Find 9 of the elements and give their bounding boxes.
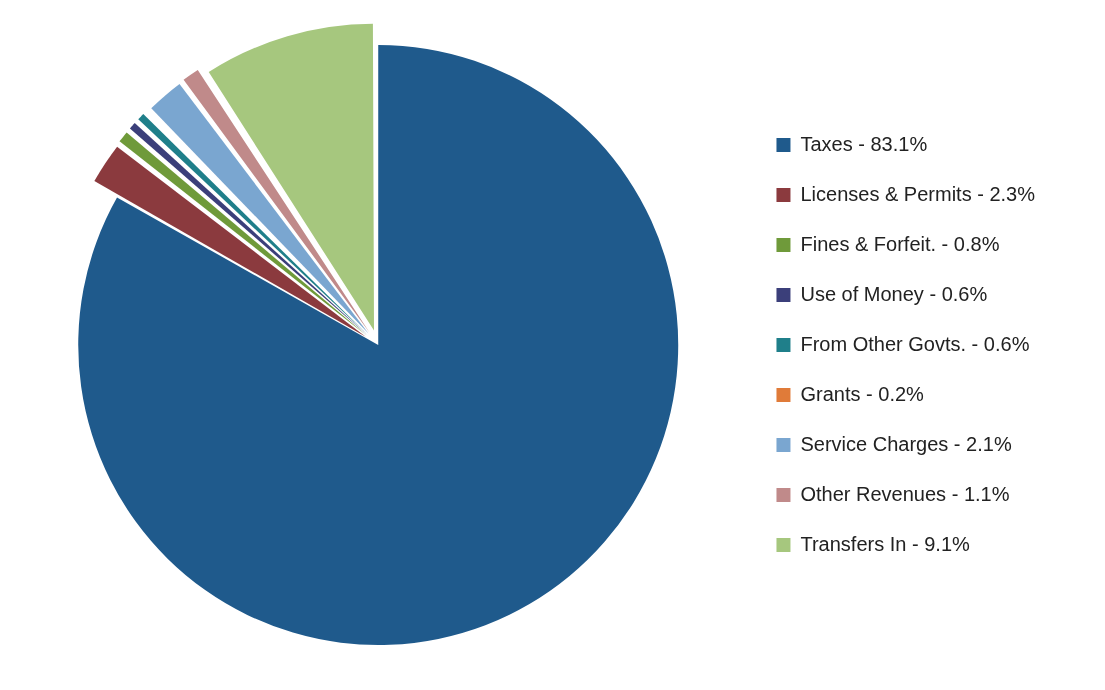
legend-label: Grants - 0.2% [800, 382, 925, 405]
legend-label: Service Charges - 2.1% [800, 432, 1012, 455]
legend-label: Other Revenues - 1.1% [800, 482, 1010, 505]
legend-label: Licenses & Permits - 2.3% [800, 182, 1036, 205]
legend-label: Taxes - 83.1% [800, 132, 928, 155]
legend-label: From Other Govts. - 0.6% [800, 332, 1030, 355]
legend-label: Transfers In - 9.1% [800, 532, 970, 555]
legend-label: Fines & Forfeit. - 0.8% [800, 232, 1000, 255]
legend-label: Use of Money - 0.6% [800, 282, 988, 305]
